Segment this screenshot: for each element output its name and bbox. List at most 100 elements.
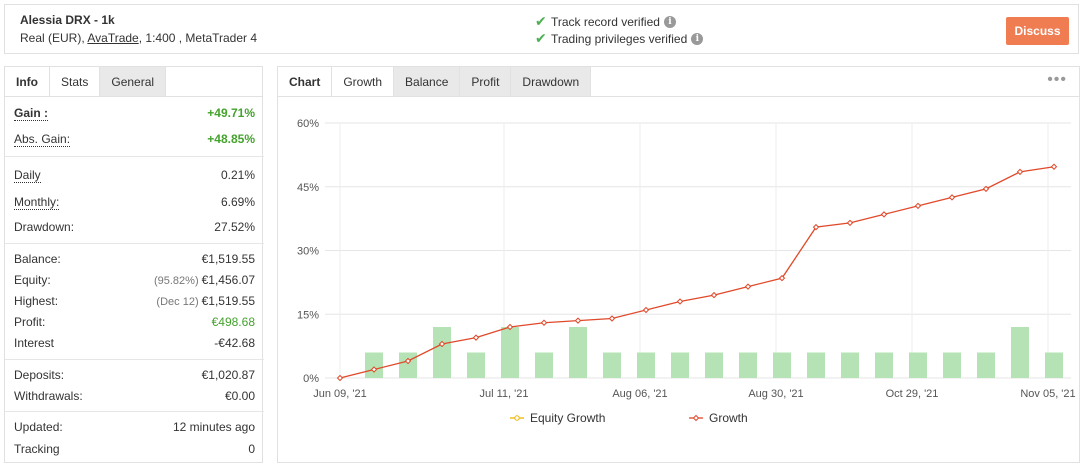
bar <box>773 352 791 378</box>
check-icon: ✔ <box>535 13 547 29</box>
bar <box>433 327 451 378</box>
check-icon: ✔ <box>535 30 547 46</box>
account-type: Real (EUR), <box>20 31 88 45</box>
bar <box>637 352 655 378</box>
tab-balance[interactable]: Balance <box>394 67 461 96</box>
bar <box>739 352 757 378</box>
legend-growth: Growth <box>709 411 748 425</box>
more-options-icon[interactable]: ••• <box>1047 71 1067 88</box>
legend-equity-growth: Equity Growth <box>530 411 605 425</box>
growth-point <box>642 306 650 314</box>
daily-value: 0.21% <box>220 168 255 182</box>
stat-interest: Interest -€42.68 <box>5 333 264 353</box>
account-header: Alessia DRX - 1k Real (EUR), AvaTrade, 1… <box>4 4 1079 54</box>
highest-note: (Dec 12) <box>156 296 199 308</box>
bar <box>399 352 417 378</box>
divider <box>5 156 264 157</box>
bar <box>1011 327 1029 378</box>
stat-daily: Daily 0.21% <box>5 165 264 185</box>
growth-point <box>914 202 922 210</box>
tracking-label: Tracking <box>14 442 60 456</box>
balance-label: Balance: <box>14 252 61 266</box>
divider <box>5 359 264 360</box>
stat-withdrawals: Withdrawals: €0.00 <box>5 386 264 406</box>
daily-label[interactable]: Daily <box>14 168 41 183</box>
bar <box>501 327 519 378</box>
info-icon[interactable]: i <box>663 15 676 28</box>
broker-link[interactable]: AvaTrade <box>87 31 139 45</box>
tab-stats[interactable]: Stats <box>50 67 101 96</box>
chart-tabs: Chart Growth Balance Profit Drawdown <box>278 67 1079 97</box>
tab-growth[interactable]: Growth <box>332 67 395 96</box>
growth-chart: 0% 15% 30% 45% 60% Jun 09, '21 Jul 11, '21 Aug … <box>297 118 1076 425</box>
stat-equity: Equity: (95.82%) €1,456.07 <box>5 270 264 290</box>
x-tick-label: Nov 05, '21 <box>1020 388 1075 400</box>
stat-balance: Balance: €1,519.55 <box>5 249 264 269</box>
tab-drawdown[interactable]: Drawdown <box>511 67 592 96</box>
tab-general[interactable]: General <box>100 67 167 96</box>
growth-point <box>1050 163 1058 170</box>
bar <box>705 352 723 378</box>
profit-value: €498.68 <box>211 315 255 329</box>
legend-equity-marker <box>514 415 520 421</box>
growth-point <box>540 319 548 326</box>
growth-point <box>710 291 718 299</box>
stat-updated: Updated: 12 minutes ago <box>5 417 264 437</box>
highest-value-wrap: (Dec 12) €1,519.55 <box>156 294 255 308</box>
highest-value: €1,519.55 <box>201 294 255 308</box>
growth-point <box>948 194 956 201</box>
monthly-label[interactable]: Monthly: <box>14 195 60 210</box>
updated-value: 12 minutes ago <box>172 420 255 434</box>
growth-line <box>339 166 1055 379</box>
growth-point <box>472 334 480 341</box>
deposits-value: €1,020.87 <box>201 368 255 382</box>
tab-chart[interactable]: Chart <box>278 67 333 96</box>
growth-point <box>404 357 412 365</box>
withdrawals-value: €0.00 <box>224 389 255 403</box>
deposits-label: Deposits: <box>14 368 65 382</box>
tab-info[interactable]: Info <box>5 67 50 96</box>
interest-value: -€42.68 <box>214 336 255 350</box>
divider <box>5 243 264 244</box>
bar <box>909 352 927 378</box>
account-name: Alessia DRX - 1k <box>20 13 115 27</box>
info-icon[interactable]: i <box>691 32 704 45</box>
bar <box>943 352 961 378</box>
stat-tracking: Tracking 0 <box>5 439 264 459</box>
legend-growth-marker <box>692 414 700 422</box>
balance-value: €1,519.55 <box>201 252 255 266</box>
stat-abs-gain: Abs. Gain: +48.85% <box>5 129 264 149</box>
chart-panel: Chart Growth Balance Profit Drawdown •••… <box>277 66 1080 463</box>
account-rest: , 1:400 , MetaTrader 4 <box>138 31 258 45</box>
y-tick-label: 0% <box>303 373 319 385</box>
growth-point <box>846 219 854 227</box>
abs-gain-label[interactable]: Abs. Gain: <box>14 132 71 147</box>
abs-gain-value: +48.85% <box>207 132 255 146</box>
bar <box>569 327 587 378</box>
growth-point <box>744 283 752 290</box>
gain-value: +49.71% <box>207 106 255 120</box>
updated-label: Updated: <box>14 420 63 434</box>
divider <box>5 411 264 412</box>
growth-point <box>506 323 514 331</box>
x-tick-label: Oct 29, '21 <box>886 388 939 400</box>
tab-profit[interactable]: Profit <box>460 67 512 96</box>
withdrawals-label: Withdrawals: <box>14 389 83 403</box>
discuss-button[interactable]: Discuss <box>1006 17 1069 45</box>
bar <box>977 352 995 378</box>
bar <box>467 352 485 378</box>
growth-point <box>574 317 582 324</box>
stat-highest: Highest: (Dec 12) €1,519.55 <box>5 291 264 311</box>
account-details: Real (EUR), AvaTrade, 1:400 , MetaTrader… <box>20 31 257 45</box>
stats-tabs: Info Stats General <box>5 67 262 97</box>
growth-point <box>778 274 786 282</box>
stat-profit: Profit: €498.68 <box>5 312 264 332</box>
growth-point <box>982 185 990 193</box>
gain-label[interactable]: Gain : <box>14 106 49 121</box>
growth-point <box>370 366 378 373</box>
stats-panel: Info Stats General Gain : +49.71% Abs. G… <box>4 66 264 463</box>
growth-point <box>608 315 616 322</box>
drawdown-value: 27.52% <box>214 220 255 234</box>
bar <box>841 352 859 378</box>
track-record-verified: ✔ Track record verified i <box>535 13 676 30</box>
